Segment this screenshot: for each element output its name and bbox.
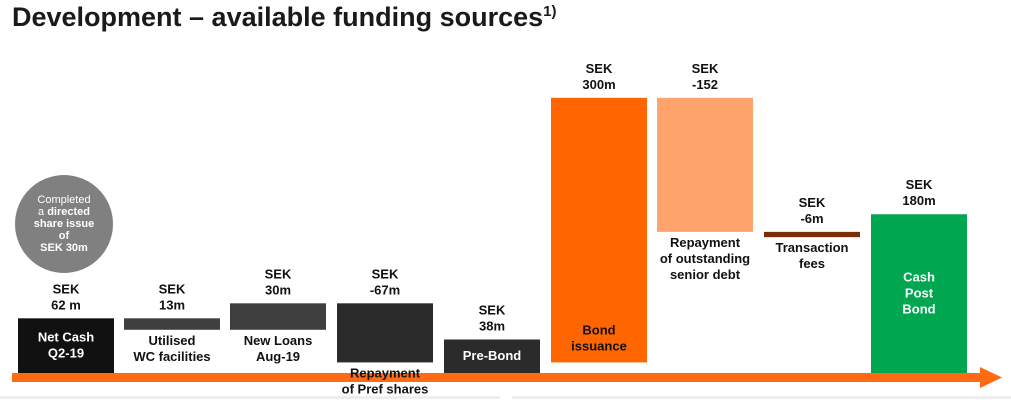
category-label-6-line-2: issuance <box>571 338 627 353</box>
bar-9 <box>871 214 967 373</box>
value-label-4: -67m <box>370 282 400 297</box>
category-label-8-line-1: Transaction <box>776 240 849 255</box>
callout-line-1: Completed <box>37 194 91 206</box>
bar-6 <box>551 97 647 363</box>
callout-line-4: of <box>58 230 70 242</box>
callout-line-5: SEK 30m <box>40 242 88 254</box>
category-label-7-line-2: of outstanding <box>660 251 750 266</box>
bar-4 <box>337 303 433 363</box>
value-label-3-unit: SEK <box>265 266 292 281</box>
value-label-1-unit: SEK <box>53 281 80 296</box>
value-label-1: 62 m <box>51 297 81 312</box>
value-label-7: -152 <box>692 77 718 92</box>
bar-1 <box>18 318 114 373</box>
category-label-9-line-2: Post <box>905 286 934 301</box>
bar-2 <box>124 318 220 330</box>
category-label-2-line-1: Utilised <box>149 333 196 348</box>
footer-divider-left <box>0 396 500 399</box>
category-label-2-line-2: WC facilities <box>133 349 210 364</box>
category-label-5-line-1: Pre-Bond <box>463 348 522 363</box>
category-label-3-line-1: New Loans <box>244 333 313 348</box>
category-label-6-line-1: Bond <box>582 322 615 337</box>
category-label-1-line-2: Q2-19 <box>48 346 84 361</box>
value-label-6: 300m <box>582 77 615 92</box>
category-label-4-line-1: Repayment <box>350 365 421 380</box>
callout-line-2: a directed <box>38 206 90 218</box>
value-label-4-unit: SEK <box>372 266 399 281</box>
value-label-5: 38m <box>479 318 505 333</box>
axis-arrow-shaft <box>12 373 982 382</box>
value-label-8: -6m <box>800 211 823 226</box>
share-issue-callout: Completed a directed share issue of SEK … <box>15 175 113 273</box>
value-label-9: 180m <box>902 193 935 208</box>
axis-arrow-head <box>980 367 1002 388</box>
value-label-7-unit: SEK <box>692 61 719 76</box>
value-label-5-unit: SEK <box>479 302 506 317</box>
category-label-9-line-1: Cash <box>903 270 935 285</box>
category-label-7-line-3: senior debt <box>670 267 741 282</box>
value-label-2: 13m <box>159 297 185 312</box>
category-label-3-line-2: Aug-19 <box>256 349 300 364</box>
value-label-9-unit: SEK <box>906 177 933 192</box>
category-label-7-line-1: Repayment <box>670 235 741 250</box>
bar-5 <box>444 339 540 373</box>
value-label-2-unit: SEK <box>159 281 186 296</box>
value-label-8-unit: SEK <box>799 195 826 210</box>
category-label-9-line-3: Bond <box>902 302 935 317</box>
callout-line-3: share issue <box>33 218 95 230</box>
bar-7 <box>657 97 753 232</box>
value-label-6-unit: SEK <box>586 61 613 76</box>
bar-3 <box>230 303 326 330</box>
bar-8 <box>764 231 860 238</box>
page-title: Development – available funding sources1… <box>12 2 557 32</box>
footer-divider-right <box>512 396 1011 399</box>
value-label-3: 30m <box>265 282 291 297</box>
category-label-1-line-1: Net Cash <box>38 330 94 345</box>
category-label-8-line-2: fees <box>799 256 825 271</box>
category-label-4-line-2: of Pref shares <box>342 381 429 396</box>
